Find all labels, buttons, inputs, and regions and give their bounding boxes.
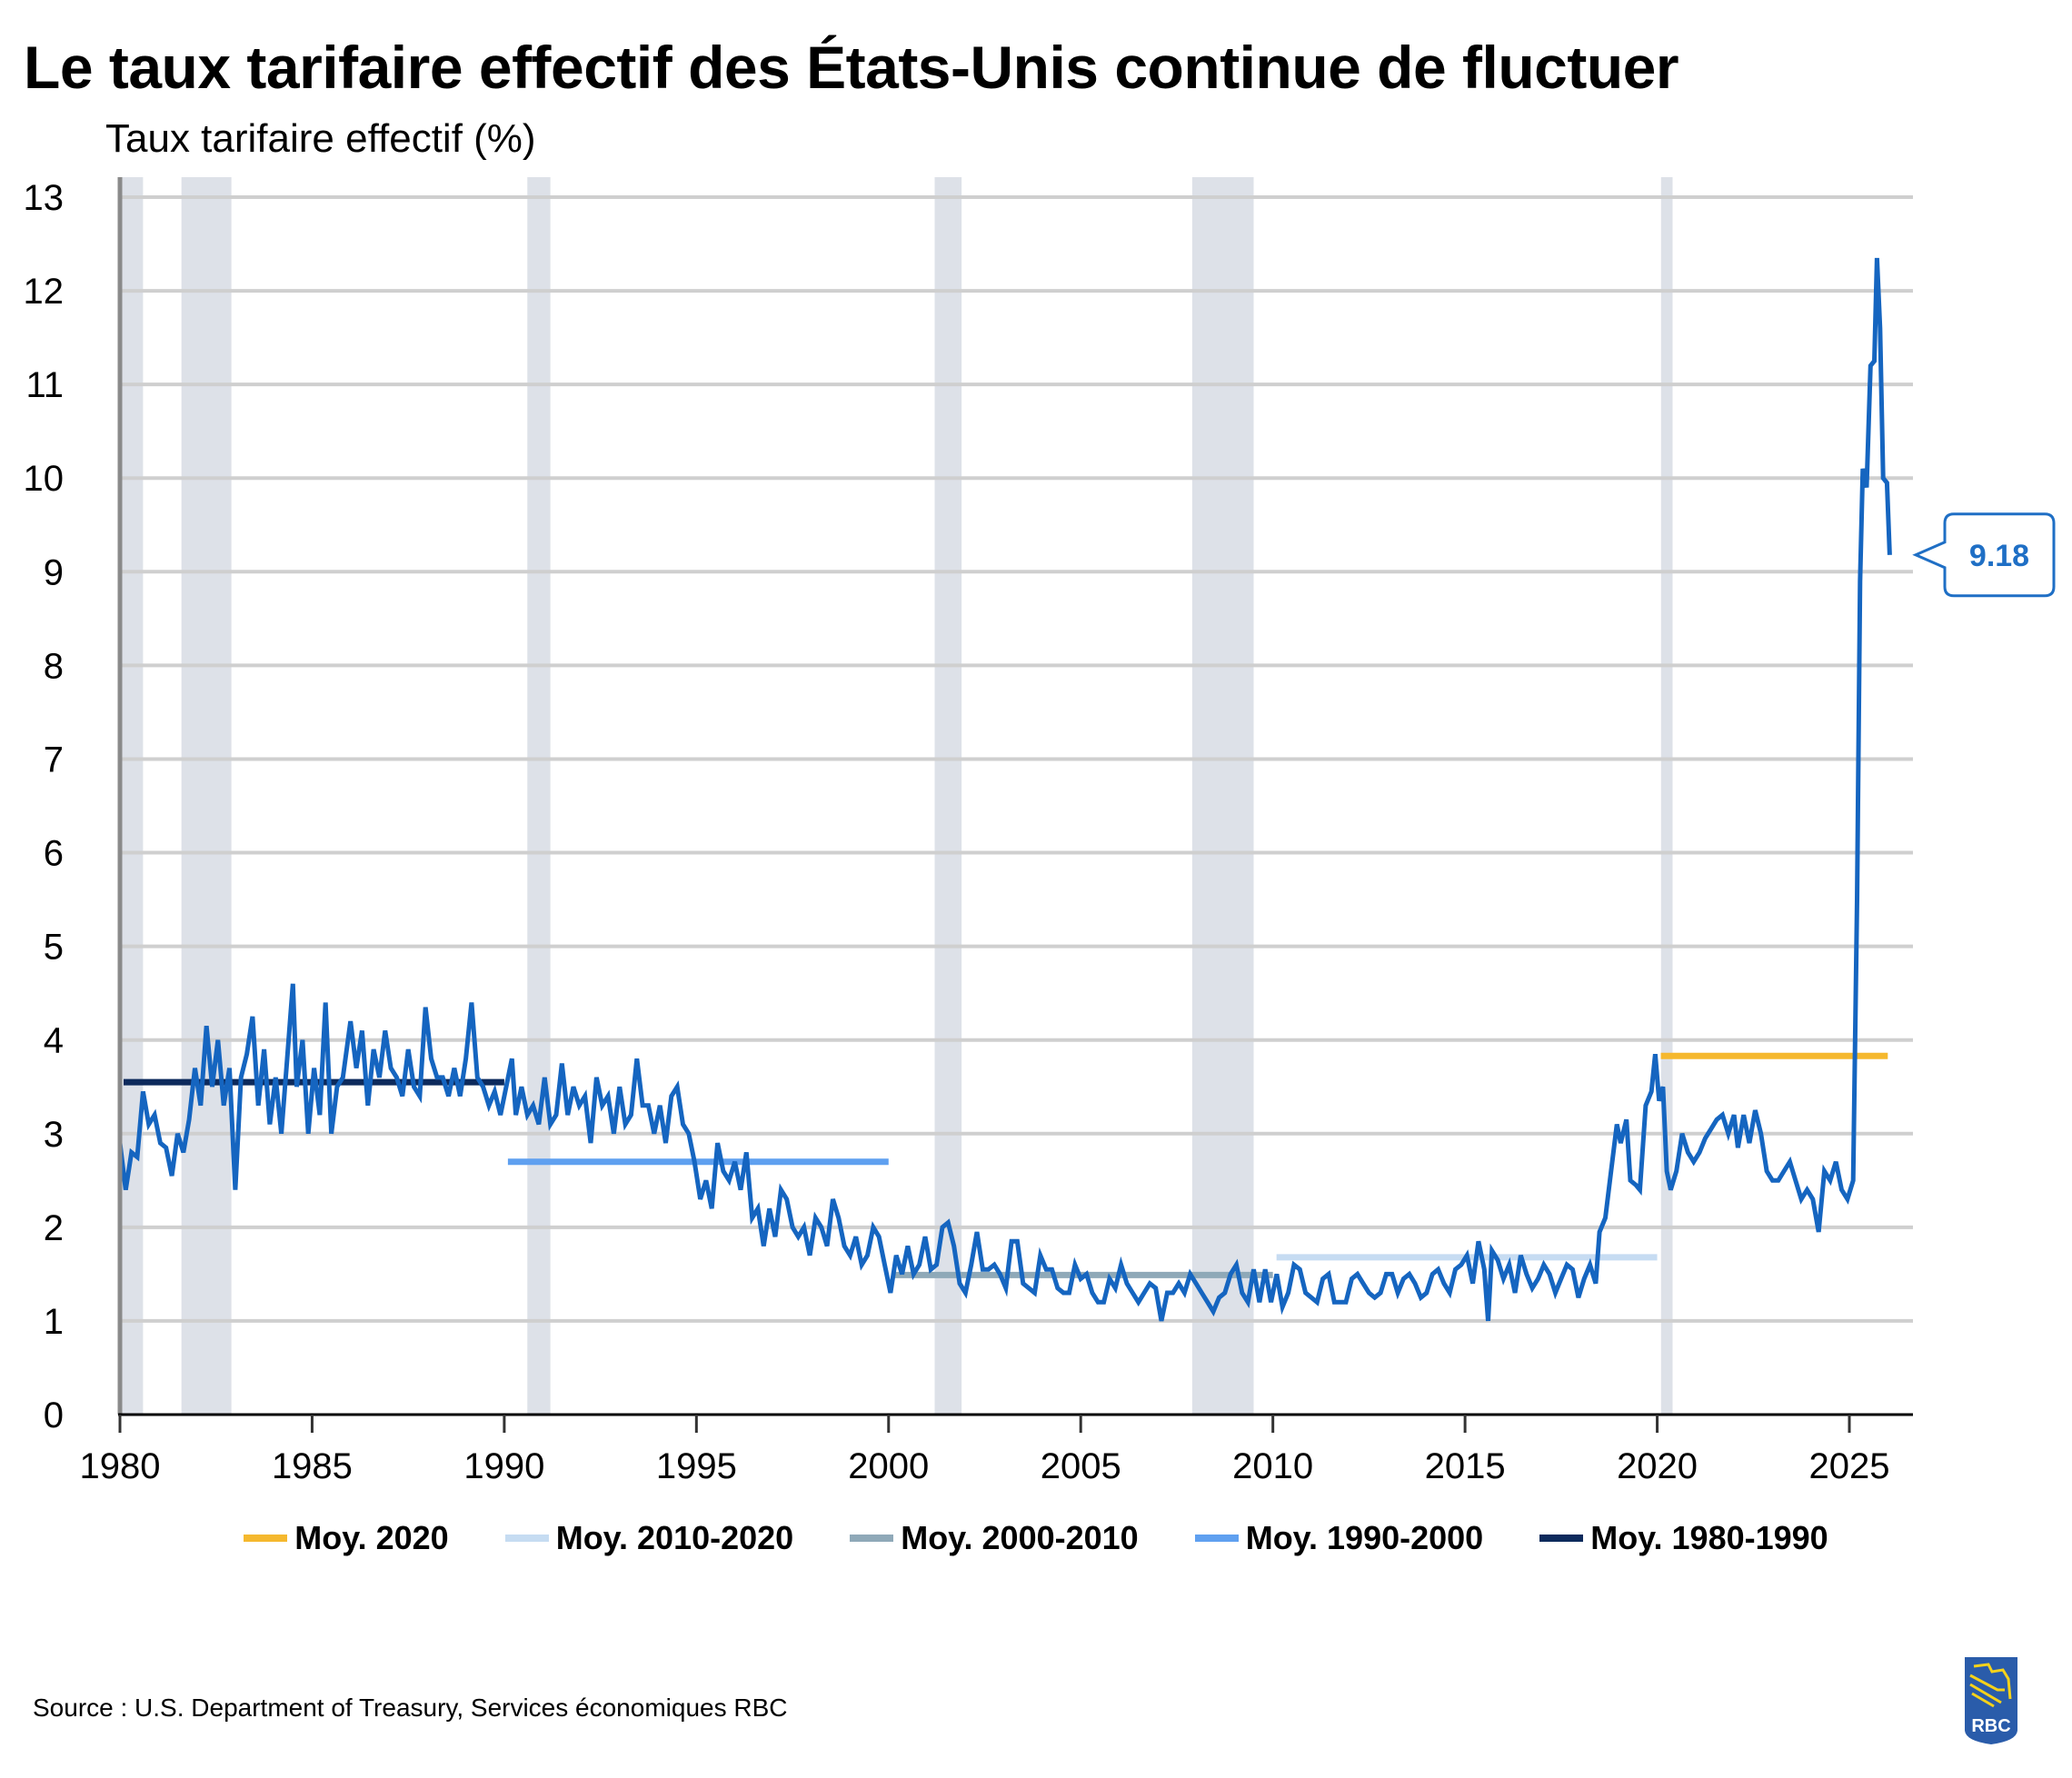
- gridlines: [120, 195, 1913, 1323]
- x-tick-label: 1985: [272, 1446, 353, 1486]
- legend-swatch: [504, 1535, 549, 1542]
- legend-item: Moy. 2000-2010: [850, 1519, 1139, 1557]
- series-line: [117, 257, 1892, 1322]
- legend-item: Moy. 1980-1990: [1539, 1519, 1828, 1557]
- legend-label: Moy. 1980-1990: [1590, 1519, 1828, 1556]
- callout-value: 9.18: [1969, 539, 2029, 573]
- legend-label: Moy. 2020: [294, 1519, 449, 1556]
- y-tick-label: 2: [44, 1208, 64, 1248]
- y-tick-label: 12: [24, 272, 65, 312]
- legend-label: Moy. 2000-2010: [901, 1519, 1139, 1556]
- lion-icon: [1969, 1663, 2012, 1708]
- y-tick-label: 13: [24, 178, 65, 218]
- y-tick-label: 9: [44, 552, 64, 592]
- y-tick-label: 1: [44, 1302, 64, 1342]
- logo-text: RBC: [1971, 1716, 2010, 1736]
- y-tick-label: 10: [24, 459, 65, 499]
- legend: Moy. 2020 Moy. 2010-2020 Moy. 2000-2010 Moy…: [0, 1519, 2072, 1557]
- y-tick-label: 11: [25, 365, 64, 405]
- y-tick-label: 4: [44, 1021, 64, 1061]
- legend-item: Moy. 2020: [244, 1519, 449, 1557]
- x-tick-label: 1990: [463, 1446, 544, 1486]
- y-tick-label: 5: [44, 928, 64, 968]
- x-tick-label: 2010: [1232, 1446, 1313, 1486]
- y-tick-label: 3: [44, 1115, 64, 1155]
- chart-title: Le taux tarifaire effectif des États-Uni…: [24, 34, 1679, 101]
- y-tick-label: 7: [44, 740, 64, 780]
- series-layer: [117, 257, 1892, 1322]
- legend-label: Moy. 1990-2000: [1245, 1519, 1484, 1556]
- y-tick-label: 0: [44, 1396, 64, 1435]
- callout: 9.18: [1912, 512, 2056, 598]
- x-tick-label: 2025: [1809, 1446, 1890, 1486]
- y-axis-label: Taux tarifaire effectif (%): [105, 116, 536, 161]
- x-tick-label: 2020: [1617, 1446, 1698, 1486]
- y-tick-label: 6: [44, 834, 64, 874]
- average-lines: [124, 1052, 1888, 1278]
- legend-item: Moy. 1990-2000: [1194, 1519, 1484, 1557]
- legend-item: Moy. 2010-2020: [504, 1519, 794, 1557]
- y-tick-label: 8: [44, 646, 64, 686]
- x-tick-label: 2015: [1425, 1446, 1506, 1486]
- x-tick-label: 2005: [1041, 1446, 1121, 1486]
- legend-swatch: [850, 1535, 894, 1542]
- rbc-logo: RBC: [1965, 1657, 2017, 1744]
- legend-swatch: [1194, 1535, 1239, 1542]
- x-tick-label: 1995: [656, 1446, 737, 1486]
- legend-label: Moy. 2010-2020: [555, 1519, 794, 1556]
- x-tick-label: 2000: [848, 1446, 929, 1486]
- x-tick-label: 1980: [80, 1446, 161, 1486]
- legend-swatch: [1539, 1535, 1584, 1542]
- legend-swatch: [244, 1535, 288, 1542]
- source-note: Source : U.S. Department of Treasury, Se…: [33, 1694, 788, 1722]
- callout-box: [1912, 512, 2056, 598]
